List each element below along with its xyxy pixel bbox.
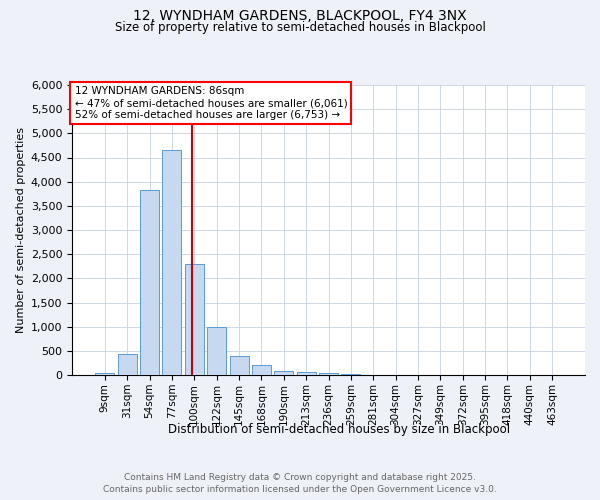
Bar xyxy=(140,190,159,375)
Text: Size of property relative to semi-detached houses in Blackpool: Size of property relative to semi-detach… xyxy=(115,21,485,34)
Bar xyxy=(252,365,271,375)
Bar xyxy=(118,354,137,375)
Y-axis label: Number of semi-detached properties: Number of semi-detached properties xyxy=(16,127,26,333)
Bar xyxy=(319,373,338,375)
Text: Contains public sector information licensed under the Open Government Licence v3: Contains public sector information licen… xyxy=(103,485,497,494)
Bar xyxy=(185,264,204,375)
Bar xyxy=(341,374,361,375)
Text: Contains HM Land Registry data © Crown copyright and database right 2025.: Contains HM Land Registry data © Crown c… xyxy=(124,472,476,482)
Bar xyxy=(95,372,115,375)
Bar xyxy=(274,370,293,375)
Text: Distribution of semi-detached houses by size in Blackpool: Distribution of semi-detached houses by … xyxy=(168,422,510,436)
Text: 12 WYNDHAM GARDENS: 86sqm
← 47% of semi-detached houses are smaller (6,061)
52% : 12 WYNDHAM GARDENS: 86sqm ← 47% of semi-… xyxy=(74,86,347,120)
Bar xyxy=(207,326,226,375)
Text: 12, WYNDHAM GARDENS, BLACKPOOL, FY4 3NX: 12, WYNDHAM GARDENS, BLACKPOOL, FY4 3NX xyxy=(133,9,467,23)
Bar xyxy=(230,356,248,375)
Bar xyxy=(163,150,181,375)
Bar xyxy=(296,372,316,375)
